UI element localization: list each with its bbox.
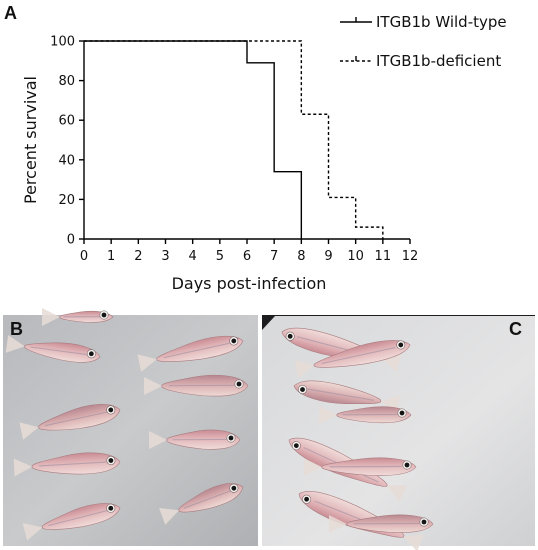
fish-body (38, 404, 121, 431)
fish-lateral-line (307, 388, 374, 401)
x-tick-label: 11 (375, 249, 392, 264)
legend-item-wild-type: ITGB1b Wild-type (340, 13, 507, 31)
y-tick-label: 60 (58, 114, 75, 129)
fish-pupil (228, 435, 234, 441)
fish-body (313, 340, 411, 368)
fish-pupil (236, 381, 242, 387)
fish-photo-right: C (262, 315, 535, 550)
chart-legend: ITGB1b Wild-type ITGB1b-deficient (340, 13, 507, 70)
panel-letter-a: A (4, 3, 17, 23)
y-tick-label: 40 (58, 153, 75, 168)
fish-pupil (287, 333, 293, 339)
fish-tail (144, 377, 162, 395)
x-tick-label: 7 (270, 249, 278, 264)
x-axis: 0 1 2 3 4 5 6 7 8 9 10 11 12 (80, 238, 419, 264)
fish (137, 335, 244, 372)
y-axis-title: Percent survival (21, 76, 40, 204)
fish-body (24, 342, 101, 363)
fish (294, 340, 411, 378)
legend-label-deficient: ITGB1b-deficient (376, 52, 501, 70)
fish-lateral-line (39, 461, 107, 467)
fish-pupil (293, 443, 299, 449)
fish-lateral-line (45, 411, 108, 427)
fish-pupil (108, 407, 114, 413)
x-tick-label: 2 (134, 249, 142, 264)
fish-body (156, 335, 244, 362)
fish-pupil (398, 342, 404, 348)
fish-tail (329, 515, 347, 533)
x-tick-label: 6 (243, 249, 251, 264)
series-layer (84, 40, 384, 239)
x-tick-label: 5 (216, 249, 224, 264)
fish-tail (159, 507, 180, 525)
x-tick-label: 8 (297, 249, 305, 264)
fish-lateral-line (183, 489, 234, 509)
series-line-deficient (84, 40, 384, 239)
fish-pupil (421, 519, 427, 525)
fish-tail (22, 522, 43, 541)
fish (22, 503, 121, 541)
fish-pupil (300, 387, 305, 392)
fish (149, 429, 241, 450)
fish-pupil (108, 505, 114, 511)
fish-tail (403, 534, 424, 550)
x-tick-label: 1 (107, 249, 115, 264)
fish-pupil (88, 351, 94, 357)
fish-pupil (231, 485, 237, 491)
panel-letter-c: C (509, 319, 522, 339)
fish-group-right (281, 327, 434, 550)
fish-tail (294, 360, 315, 378)
fish-tail (13, 458, 33, 477)
x-axis-title: Days post-infection (172, 274, 327, 293)
x-tick-label: 9 (324, 249, 332, 264)
fish-pupil (101, 312, 107, 318)
panel-letter-b: B (10, 319, 23, 339)
fish (319, 406, 412, 424)
fish (144, 374, 249, 397)
fish-lateral-line (321, 346, 396, 365)
fish-tail (137, 354, 157, 372)
y-tick-label: 20 (58, 193, 75, 208)
fish-lateral-line (48, 509, 109, 527)
fish (304, 457, 417, 476)
x-tick-label: 3 (161, 249, 169, 264)
y-axis: 0 20 40 60 80 100 (50, 35, 85, 248)
series-line-wild-type (84, 40, 303, 239)
fish (159, 483, 244, 525)
fish-tail (19, 422, 39, 440)
fish-pupil (304, 496, 309, 502)
fish-tail (386, 485, 407, 502)
x-tick-label: 10 (347, 249, 364, 264)
legend-item-deficient: ITGB1b-deficient (340, 52, 501, 70)
fish-pupil (108, 458, 114, 463)
fish-tail (319, 406, 337, 424)
fish-group-left (5, 308, 249, 541)
fish-tail (304, 458, 322, 476)
x-tick-label: 4 (189, 249, 197, 264)
y-tick-label: 80 (58, 74, 75, 89)
fish-photo-left: B (3, 308, 258, 546)
x-tick-label: 12 (402, 249, 419, 264)
fish (19, 404, 121, 440)
legend-label-wild-type: ITGB1b Wild-type (376, 13, 507, 31)
fish-pupil (399, 410, 405, 416)
fish (13, 452, 121, 477)
fish-pupil (231, 338, 237, 344)
y-tick-label: 0 (67, 233, 75, 248)
fish (5, 335, 101, 363)
fish-tail (42, 308, 60, 326)
fish (42, 308, 114, 326)
y-tick-label: 100 (50, 35, 75, 50)
fish-tail (149, 431, 167, 449)
fish (329, 514, 434, 533)
fish-tail (5, 335, 25, 353)
fish-body (41, 503, 121, 530)
fish-lateral-line (163, 342, 230, 359)
fish-pupil (404, 462, 410, 468)
x-tick-label: 0 (80, 249, 88, 264)
fish-lateral-line (30, 346, 89, 356)
